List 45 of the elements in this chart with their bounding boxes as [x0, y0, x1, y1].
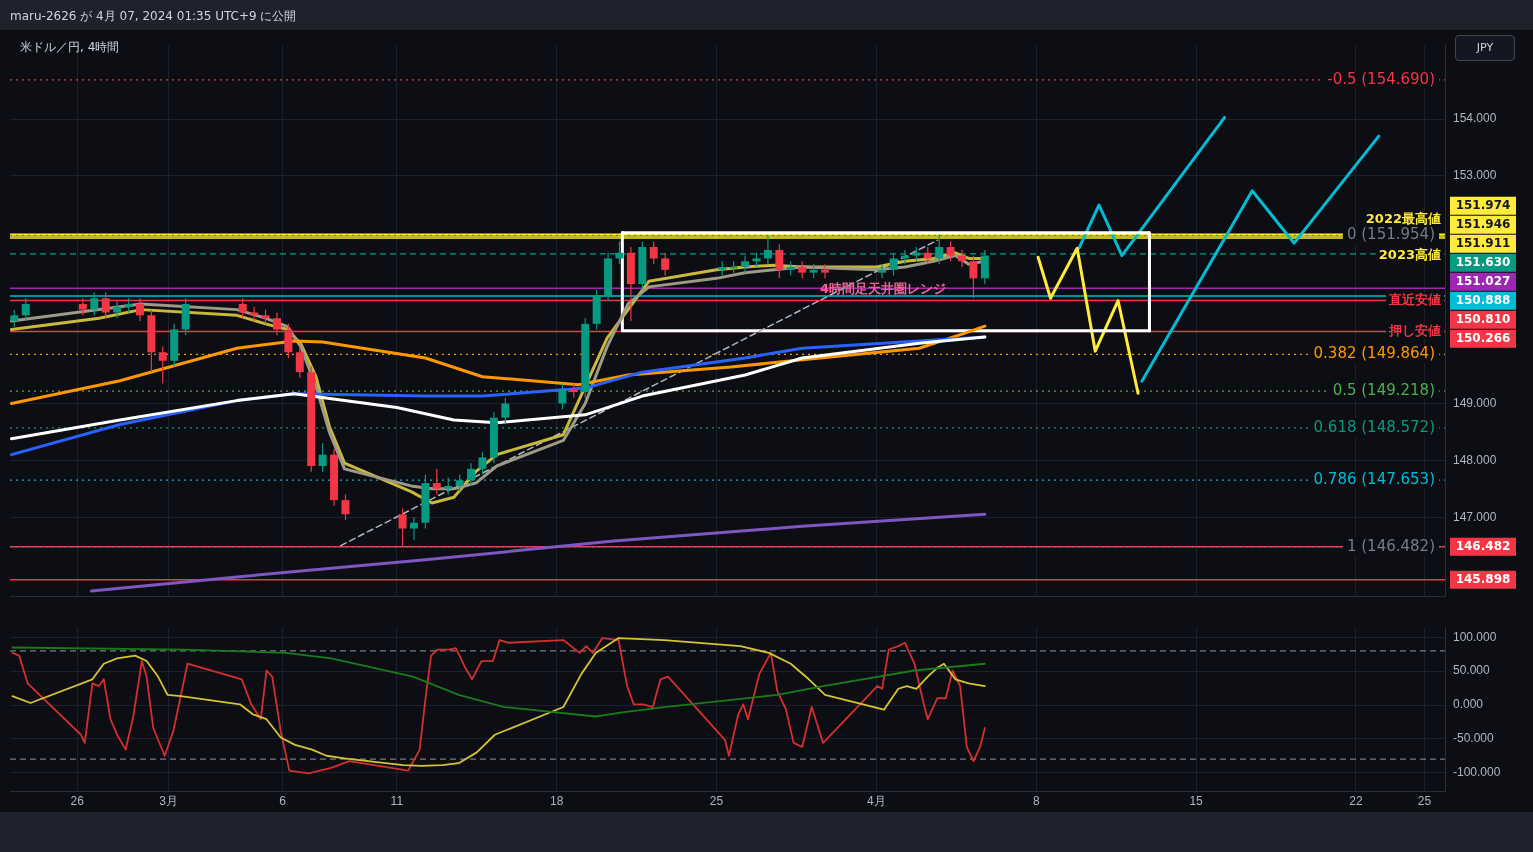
- ref-line-label: -0.5 (154.690): [1327, 69, 1435, 88]
- text: JPY: [1455, 35, 1515, 61]
- ref-line-label: 145.898: [1455, 571, 1511, 586]
- x-tick-label: 6: [279, 794, 287, 809]
- ref-line-label: 1 (146.482): [1346, 536, 1435, 555]
- y-tick-label: 0.000: [1453, 697, 1484, 712]
- ref-line-label: 0.382 (149.864): [1313, 344, 1435, 363]
- x-tick-label: 8: [1032, 794, 1040, 809]
- y-tick-label: 100.000: [1453, 629, 1497, 644]
- x-tick-label: 4月: [867, 794, 886, 809]
- ref-line-label: 0.618 (148.572): [1313, 417, 1435, 436]
- y-tick-label: 153.000: [1453, 168, 1497, 183]
- text: maru-2626 が 4月 07, 2024 01:35 UTC+9 に公開: [10, 8, 297, 25]
- ref-line-label: 150.266: [1455, 330, 1511, 345]
- ref-line-label: 0.786 (147.653): [1313, 469, 1435, 488]
- y-tick-label: -100.000: [1453, 764, 1501, 779]
- annotation: 2023高値: [1378, 246, 1441, 262]
- x-tick-label: 22: [1349, 794, 1363, 809]
- ref-line-label: 151.946: [1455, 216, 1511, 231]
- x-tick-label: 25: [1417, 794, 1432, 809]
- ref-line-label: 0 (151.954): [1346, 225, 1435, 244]
- x-tick-label: 11: [390, 794, 404, 809]
- y-tick-label: 147.000: [1453, 509, 1497, 524]
- chart-title: 米ドル／円, 4時間: [20, 39, 120, 56]
- ref-line-label: 146.482: [1455, 538, 1511, 553]
- y-tick-label: -50.000: [1453, 731, 1495, 746]
- y-tick-label: 149.000: [1453, 395, 1497, 410]
- x-tick-label: 15: [1189, 794, 1204, 809]
- annotation: 押し安値: [1388, 322, 1441, 338]
- y-tick-label: 148.000: [1453, 452, 1497, 467]
- annotation: 2022最高値: [1365, 210, 1441, 226]
- ref-line-label: 150.888: [1455, 292, 1511, 307]
- y-tick-label: 154.000: [1453, 111, 1497, 126]
- x-tick-label: 3月: [159, 794, 178, 809]
- x-tick-label: 25: [709, 794, 724, 809]
- x-tick-label: 26: [70, 794, 85, 809]
- ref-line-label: 151.911: [1455, 235, 1511, 250]
- ref-line-label: 0.5 (149.218): [1332, 380, 1435, 399]
- ref-line-label: 150.810: [1455, 311, 1511, 326]
- ref-line-label: 151.630: [1455, 254, 1511, 269]
- ref-line-label: 151.027: [1455, 273, 1511, 288]
- annotation: 直近安値: [1388, 291, 1441, 307]
- y-tick-label: 50.000: [1453, 663, 1491, 678]
- x-tick-label: 18: [550, 794, 564, 809]
- ref-line-label: 151.974: [1455, 197, 1511, 212]
